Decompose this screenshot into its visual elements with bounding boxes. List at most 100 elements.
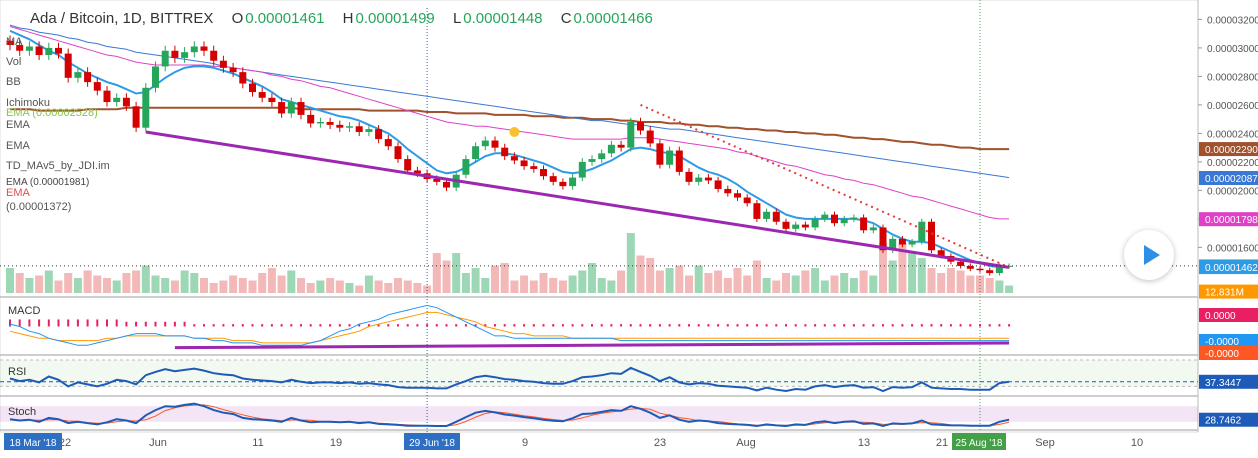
candle [413,170,421,174]
indicator-label[interactable]: EMA [6,140,30,152]
macd-histogram-bar [998,324,1001,327]
candle [55,47,62,54]
volume-bar [54,280,63,293]
volume-bar [956,270,965,293]
candle [695,177,703,182]
x-tick-label: 21 [936,437,948,449]
volume-bar [287,270,296,293]
candle [840,218,848,224]
macd-histogram-bar [96,319,99,327]
candle [346,126,353,128]
macd-histogram-bar [610,324,613,327]
candle [171,50,179,58]
volume-bar [840,273,849,293]
macd-histogram-bar [9,319,11,327]
candle [792,224,800,229]
macd-histogram-bar [552,324,555,327]
price-tag-label: 12.831M [1205,288,1244,299]
event-marker [509,126,520,137]
candle [181,52,189,58]
rsi-tag-label: 37.3447 [1205,378,1242,389]
volume-bar [297,278,305,293]
macd-histogram-bar [338,324,341,327]
indicator-label[interactable]: (0.00001372) [6,201,72,213]
volume-bar [384,283,393,293]
macd-histogram-bar [852,324,855,327]
volume-bar [500,263,509,293]
price-tag-label: 0.00001798 [1205,215,1258,226]
macd-histogram-bar [290,324,293,327]
candle [637,122,644,131]
volume-bar [403,280,412,293]
macd-histogram-bar [319,324,322,327]
candle [675,150,683,172]
macd-histogram-bar [755,324,758,327]
volume-bar [103,278,111,293]
candle [433,179,441,182]
ema-short-line [9,29,1010,269]
candle [219,60,227,68]
volume-bar [170,280,179,293]
volume-bar [452,253,461,293]
macd-histogram-bar [561,324,564,327]
price-tag [1199,171,1258,186]
indicator-label[interactable]: Ichimoku [6,97,51,109]
candle [811,218,819,228]
volume-bar [762,278,771,293]
indicator-label[interactable]: Vol [6,56,22,68]
volume-bar [112,280,121,293]
play-button[interactable] [1124,230,1174,280]
macd-histogram-bar [988,324,991,327]
volume-bar [995,280,1004,293]
indicator-label[interactable]: MA [6,36,23,48]
candle [540,169,547,177]
rsi-label: RSI [8,366,26,378]
indicator-label[interactable]: TD_MAv5_by_JDI.im [6,160,110,172]
volume-bar [326,278,335,293]
indicator-label[interactable]: EMA [6,119,30,131]
x-tick-label: Jun [149,437,167,449]
candle [928,221,935,251]
macd-histogram-bar [387,324,390,327]
macd-histogram-bar [629,324,632,327]
candle [326,122,334,125]
high-label: H [342,10,354,27]
volume-bar [277,275,286,293]
volume-bar [345,283,354,293]
volume-bar [937,273,946,293]
volume-bar [946,268,955,293]
macd-histogram-bar [746,324,749,327]
stoch-tag-label: 28.7462 [1205,416,1242,427]
ma-brown-line [10,106,1010,151]
volume-bar [248,280,257,293]
macd-histogram-bar [57,319,60,327]
candle [93,82,101,91]
indicator-label[interactable]: EMA (0.00002528) [6,107,98,119]
indicator-label[interactable]: EMA [6,187,30,199]
volume-bar [985,278,994,293]
chart-header: Ada / Bitcoin, 1D, BITTREX O 0.00001461 H… [30,10,653,27]
volume-bar [510,280,519,293]
macd-histogram-bar [581,324,584,327]
macd-histogram-bar [891,324,894,327]
macd-divergence-line [174,341,1010,350]
volume-bar [374,280,383,293]
macd-histogram-bar [503,324,506,327]
volume-bar [772,280,781,293]
volume-bar [151,275,160,293]
indicator-label[interactable]: EMA (0.00001981) [6,177,90,188]
macd-histogram-bar [377,324,380,327]
candle [588,159,596,162]
volume-bar [704,273,713,293]
volume-bar [714,270,723,293]
price-tag [1199,142,1258,157]
candle [724,188,732,194]
volume-bar [898,243,907,293]
candle [103,90,111,103]
macd-histogram-bar [639,324,642,327]
macd-histogram-bar [785,324,787,327]
indicator-label[interactable]: BB [6,76,21,88]
volume-bar [364,275,373,293]
volume-bar [743,275,752,293]
